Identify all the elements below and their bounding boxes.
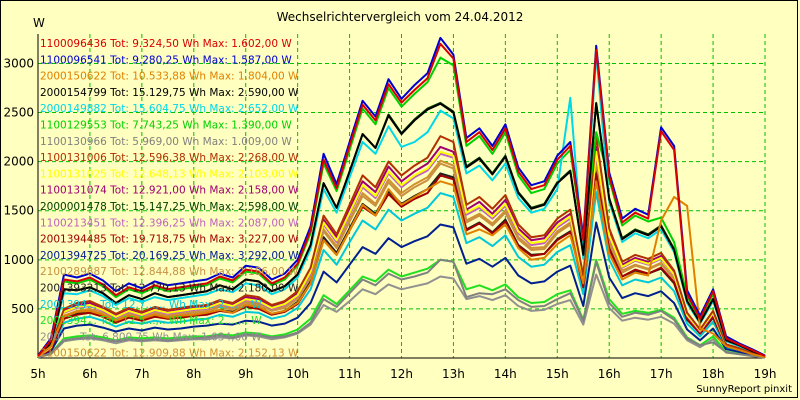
legend-entry: 2001394485 Tot: 19.718,75 Wh Max: 3.227,… [40,234,299,246]
y-tick-label: 2500 [3,106,34,120]
x-tick-label: 5h [30,367,45,381]
x-tick-label: 12h [390,367,413,381]
legend-entry: 1100131006 Tot: 12.596,38 Wh Max: 2.268,… [40,152,299,164]
series-line [37,191,766,358]
legend-entry: 2100289887 Tot: 12.844,88 Wh Max: 2.186,… [40,266,299,278]
legend-entry: 1100213451 Tot: 12.396,25 Wh Max: 2.087,… [40,217,299,229]
x-tick-label: 11h [338,367,361,381]
x-tick-label: 15h [546,367,569,381]
x-tick-label: 16h [598,367,621,381]
legend-entry: 2001394725 Tot: 20.169,25 Wh Max: 3.292,… [40,250,299,262]
x-tick-label: 19h [754,367,777,381]
legend-entry: 2001394... Tot: 12.7...,.. Wh Max: 2....… [40,299,262,311]
legend-entry: 1100130966 Tot: 5.969,00 Wh Max: 1.009,0… [40,136,292,148]
series-line [37,56,766,357]
y-tick-label: 1000 [3,253,34,267]
legend-entry: 1100131074 Tot: 12.921,00 Wh Max: 2.158,… [40,185,299,197]
y-tick-label: 1500 [3,204,34,218]
x-tick-label: 6h [82,367,97,381]
legend-entry: 2000150622 Tot: 10.533,88 Wh Max: 1.804,… [40,71,299,83]
x-tick-label: 8h [186,367,201,381]
series-line [37,221,766,359]
legend-entry: 2100150622 Tot: 12.909,88 Wh Max: 2.152,… [40,348,299,360]
y-tick-label: 500 [11,302,34,316]
y-tick-label: 3000 [3,56,34,70]
x-tick-label: 10h [286,367,309,381]
series-line [37,52,766,358]
legend-entry: 2001... Tot: 6.800,75 Wh Max: 1.034,00 W [40,331,262,343]
x-tick-label: 14h [494,367,517,381]
series-line [37,135,766,358]
legend-entry: 1100129553 Tot: 7.743,25 Wh Max: 1.390,0… [40,120,292,132]
legend-entry: 2000149882 Tot: 15.604,75 Wh Max: 2.652,… [40,103,299,115]
series-line [37,180,766,358]
x-tick-label: 17h [650,367,673,381]
y-tick-label: 2000 [3,155,34,169]
x-tick-label: 9h [238,367,253,381]
legend-entry: 2000154799 Tot: 15.129,75 Wh Max: 2.590,… [40,87,299,99]
legend-entry: 2000001478 Tot: 15.147,25 Wh Max: 2.598,… [40,201,299,213]
y-axis-unit: W [33,16,45,30]
legend-entry: 1100096541 Tot: 9.280,25 Wh Max: 1.587,0… [40,54,292,66]
chart-title: Wechselrichtervergleich vom 24.04.2012 [276,10,524,24]
series-line [37,258,766,359]
legend-entry: 2001393213 Tot: 12.779,13 Wh Max: 2.180,… [40,283,299,295]
series-line [37,150,766,358]
legend-entry: 1100131025 Tot: 12.648,13 Wh Max: 2.103,… [40,168,299,180]
legend-entry: 1100096436 Tot: 9.324,50 Wh Max: 1.602,0… [40,38,292,50]
x-tick-label: 7h [134,367,149,381]
series-line [37,102,766,357]
series-line [37,172,766,358]
legend-entry: 2001394... Tot: 12.5...,.. Wh Max: 2....… [40,315,262,327]
x-tick-label: 13h [442,367,465,381]
series-line [37,258,766,359]
footer-credit: SunnyReport pinxit [696,384,792,395]
series-line [37,36,766,357]
series-line [37,42,766,357]
x-tick-label: 18h [702,367,725,381]
